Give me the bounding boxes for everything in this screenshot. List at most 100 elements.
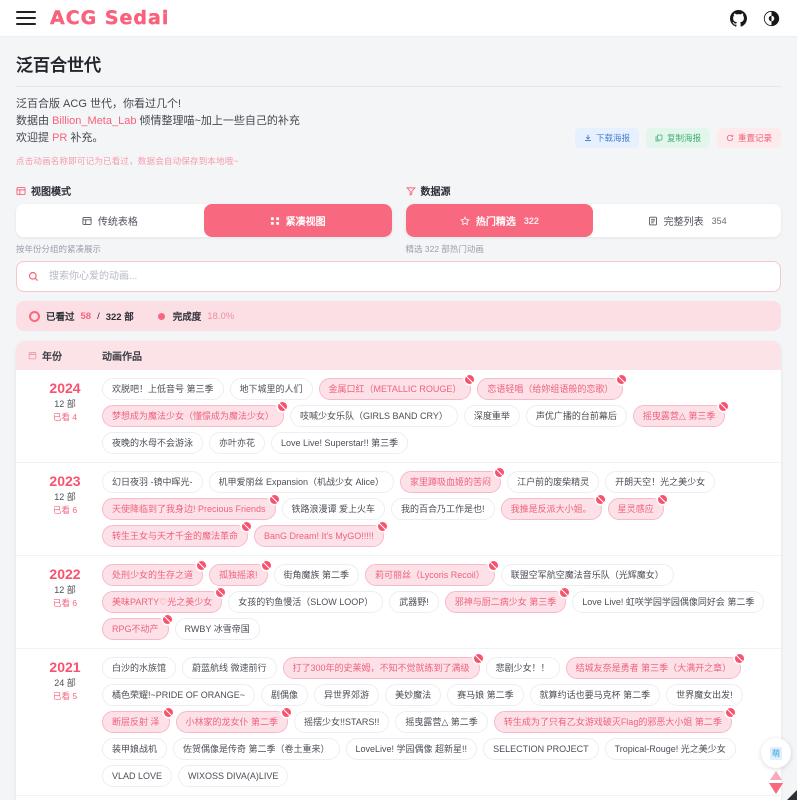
anime-tag[interactable]: Love Live! Superstar!! 第三季 — [271, 432, 409, 454]
copy-icon — [655, 134, 663, 142]
stats-bar: 已看过 58 / 322 部 完成度 18.0% — [16, 301, 781, 331]
anime-tag-watched[interactable]: 转生成为了只有乙女游戏破灭Flag的邪恶大小姐 第二季 — [493, 708, 735, 733]
anime-tag[interactable]: 蔚蓝航线 微速前行 — [182, 657, 277, 679]
hero-description: 泛百合版 ACG 世代，你看过几个! 数据由 Billion_Meta_Lab … — [16, 96, 781, 147]
scroll-to-bottom-icon[interactable] — [769, 783, 783, 794]
anime-tag[interactable]: LoveLive! 学园偶像 超新星!! — [345, 738, 478, 760]
anime-tag-watched[interactable]: RPG不动产 — [102, 615, 172, 640]
anime-tag-watched[interactable]: 孤独摇滚! — [209, 561, 271, 586]
anime-tag[interactable]: 装甲娘战机 — [102, 738, 168, 760]
table-header-works-label: 动画作品 — [102, 352, 142, 363]
anime-tag[interactable]: 吱喊少女乐队（GIRLS BAND CRY） — [290, 405, 458, 427]
year-total-count: 12 部 — [54, 585, 76, 595]
anime-tag[interactable]: 橘色荣耀!~PRIDE OF ORANGE~ — [102, 684, 256, 706]
moe-button[interactable]: 萌 — [761, 738, 791, 768]
anime-tag-watched[interactable]: 转生王女与天才千金的魔法革命 — [102, 522, 252, 547]
anime-tag[interactable]: 女孩的钓鱼慢活（SLOW LOOP） — [228, 591, 384, 613]
anime-tag[interactable]: WIXOSS DIVA(A)LIVE — [178, 765, 289, 787]
anime-tag[interactable]: Love Live! 虹咲学园学园偶像同好会 第二季 — [572, 591, 765, 613]
anime-tag[interactable]: 开朗天空！光之美少女 — [605, 471, 716, 493]
view-mode-hint: 按年份分组的紧凑展示 — [16, 244, 102, 254]
scroll-to-top-icon[interactable] — [770, 771, 782, 780]
app-brand[interactable]: ACG Sedai — [50, 7, 170, 29]
anime-tag-watched[interactable]: 莉可丽丝（Lycoris Recoil） — [365, 561, 498, 586]
view-mode-option-compact[interactable]: 紧凑视图 — [203, 204, 392, 237]
anime-tag[interactable]: 武器野! — [389, 591, 439, 613]
anime-tag[interactable]: 悲剧少女！！ — [485, 657, 560, 679]
view-mode-option-compact-label: 紧凑视图 — [285, 217, 326, 228]
year-number: 2023 — [49, 473, 81, 489]
anime-tag-watched[interactable]: 结城友奈是勇者 第三季（大满开之章） — [565, 654, 744, 679]
billion-meta-lab-link[interactable]: Billion_Meta_Lab — [52, 115, 137, 127]
anime-tag[interactable]: 机甲爱丽丝 Expansion（机战少女 Alice） — [208, 471, 395, 493]
anime-tag[interactable]: RWBY 冰雪帝国 — [174, 618, 260, 640]
anime-tag[interactable]: 声优广播的台前幕后 — [525, 405, 627, 427]
anime-tag[interactable]: 夜晚的水母不会游泳 — [102, 432, 204, 454]
watched-dot-icon — [29, 310, 40, 322]
anime-tag[interactable]: 佐贺偶像是传奇 第二季（卷土重来） — [173, 738, 340, 760]
anime-tag[interactable]: 欢脱吧！上低音号 第三季 — [102, 378, 224, 400]
anime-tag[interactable]: 亦叶亦花 — [209, 432, 266, 454]
year-cell: 2023 12 部已看 6 — [28, 471, 102, 547]
anime-tag-watched[interactable]: 摇曳露营△ 第三季 — [632, 402, 729, 427]
anime-tag[interactable]: 我的百合乃工作是也! — [391, 498, 495, 520]
anime-tag[interactable]: 街角魔族 第二季 — [273, 564, 360, 586]
anime-tag[interactable]: 深度重举 — [463, 405, 520, 427]
topbar-actions — [729, 9, 781, 28]
year-seen-count: 已看 5 — [52, 691, 78, 701]
anime-tag-list: 处刑少女的生存之道 孤独摇滚! 街角魔族 第二季 莉可丽丝（Lycoris Recoi… — [102, 561, 769, 640]
anime-tag[interactable]: 地下城里的人们 — [229, 378, 313, 400]
stats-section: 已看过 58 / 322 部 完成度 18.0% — [0, 292, 797, 331]
anime-tag[interactable]: 白沙的水族馆 — [102, 657, 177, 679]
anime-tag-watched[interactable]: 我推是反派大小姐。 — [500, 495, 605, 520]
anime-tag-watched[interactable]: 家里蹲吸血姬的苦闷 — [400, 468, 505, 493]
anime-tag[interactable]: SELECTION PROJECT — [483, 738, 599, 760]
search-box[interactable] — [16, 261, 781, 292]
anime-tag-watched[interactable]: 恋语轻唱（给妳组语般的恋歌） — [477, 375, 627, 400]
anime-tag-watched[interactable]: 打了300年的史莱姆，不知不觉就练到了满级 — [282, 654, 483, 679]
anime-tag[interactable]: 江户前的废柴精灵 — [507, 471, 600, 493]
anime-tag[interactable]: 剧偶像 — [261, 684, 309, 706]
anime-tag[interactable]: 美妙魔法 — [385, 684, 442, 706]
anime-tag-watched[interactable]: 梦想成为魔法少女（懂憬成为魔法少女） — [102, 402, 288, 427]
anime-tag-watched[interactable]: 金属口红（METALLIC ROUGE） — [318, 375, 475, 400]
year-number: 2021 — [49, 659, 81, 675]
anime-tag-watched[interactable]: 邪神与厨二病少女 第三季 — [444, 588, 569, 613]
download-poster-button[interactable]: 下载海报 — [574, 128, 639, 148]
theme-toggle-icon[interactable] — [762, 9, 781, 28]
table-header-year: 年份 — [28, 348, 102, 363]
data-source-option-popular[interactable]: 热门精选 322 — [405, 204, 594, 237]
anime-tag-watched[interactable]: 美味PARTY♡光之美少女 — [102, 588, 226, 613]
anime-tag-watched[interactable]: 断层反射 泽 — [102, 708, 173, 733]
stat-progress-label: 完成度 — [172, 312, 202, 323]
anime-tag[interactable]: 就算约话也要马克杯 第二季 — [529, 684, 661, 706]
anime-tag[interactable]: Tropical-Rouge! 光之美少女 — [604, 738, 736, 760]
reset-records-button[interactable]: 重置记录 — [716, 128, 781, 148]
stat-watched-value: 58 — [80, 310, 92, 322]
pr-link[interactable]: PR — [52, 132, 68, 144]
github-icon[interactable] — [729, 9, 748, 28]
anime-tag[interactable]: 摇曳露营△ 第二季 — [395, 711, 488, 733]
anime-tag[interactable]: 铁路浪漫谭 爱上火车 — [281, 498, 386, 520]
anime-tag-watched[interactable]: 星灵感应 — [607, 495, 667, 520]
anime-tag-watched[interactable]: 天使降临到了我身边! Precious Friends — [102, 495, 279, 520]
anime-tag-watched[interactable]: BanG Dream! It's MyGO!!!!! — [254, 522, 387, 547]
anime-tag-watched[interactable]: 小林家的龙女仆 第二季 — [175, 708, 291, 733]
data-source-option-full[interactable]: 完整列表 354 — [593, 204, 781, 237]
stat-progress: 完成度 18.0% — [155, 309, 234, 323]
hamburger-icon[interactable] — [16, 11, 36, 25]
anime-tag[interactable]: 幻日夜羽 -镜中晖光- — [102, 471, 203, 493]
copy-poster-button[interactable]: 复制海报 — [645, 128, 710, 148]
anime-tag[interactable]: 联盟空军航空魔法音乐队（光辉魔女） — [500, 564, 674, 586]
search-input[interactable] — [47, 270, 769, 283]
anime-tag[interactable]: 赛马娘 第二季 — [447, 684, 524, 706]
view-mode-option-table[interactable]: 传统表格 — [16, 204, 204, 237]
table-header: 年份 动画作品 — [16, 341, 781, 370]
anime-tag[interactable]: 异世界郊游 — [314, 684, 380, 706]
anime-tag[interactable]: 摇摆少女!!STARS!! — [294, 711, 390, 733]
anime-tag[interactable]: VLAD LOVE — [102, 765, 173, 787]
anime-tag[interactable]: 世界魔女出发! — [666, 684, 743, 706]
anime-tag-watched[interactable]: 处刑少女的生存之道 — [102, 561, 207, 586]
table-row: 2021 24 部已看 5 白沙的水族馆 蔚蓝航线 微速前行 打了300年的史莱姆，不知… — [16, 649, 781, 796]
